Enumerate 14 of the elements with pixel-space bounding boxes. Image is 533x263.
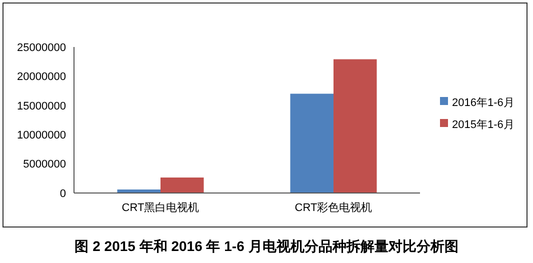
text: 图 2 2015 年和 2016 年 1-6 月电视机分品种拆解量对比分析图 (74, 238, 458, 254)
y-tick-label: 5000000 (23, 158, 66, 171)
y-tick-label: 20000000 (17, 71, 66, 84)
y-tick-label: 25000000 (17, 42, 66, 54)
y-tick-label: 15000000 (17, 100, 66, 112)
y-tick-label: 0 (60, 188, 66, 200)
x-tick-label: CRT彩色电视机 (294, 201, 372, 214)
legend-label: 2015年1-6月 (452, 118, 514, 131)
x-tick-label: CRT黑白电视机 (122, 201, 200, 214)
bar (160, 178, 204, 193)
bar (290, 94, 334, 193)
bar (334, 59, 377, 193)
legend-label: 2016年1-6月 (452, 96, 514, 109)
y-tick-label: 10000000 (17, 129, 66, 142)
